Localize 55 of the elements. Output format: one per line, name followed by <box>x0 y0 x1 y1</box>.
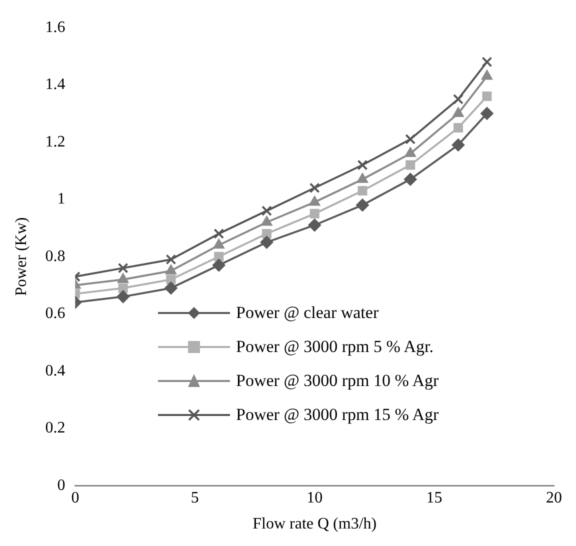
y-tick-label: 0 <box>57 476 66 494</box>
x-axis-title: Flow rate Q (m3/h) <box>252 516 377 533</box>
point <box>213 238 225 249</box>
point <box>117 273 129 283</box>
point <box>356 172 368 183</box>
point <box>165 264 177 274</box>
point <box>118 262 128 274</box>
point <box>480 106 494 120</box>
point <box>261 206 272 216</box>
point <box>358 186 368 196</box>
point <box>260 236 274 249</box>
y-tick-label: 0.6 <box>45 305 66 322</box>
y-axis-title: Power (Kw) <box>12 217 30 296</box>
x-tick-label: 5 <box>190 489 199 506</box>
point <box>308 196 320 206</box>
point <box>357 160 368 170</box>
point <box>404 172 417 186</box>
point <box>309 182 320 194</box>
y-tick-label: 1.6 <box>45 18 66 36</box>
point <box>310 208 320 218</box>
legend-label: Power @ clear water <box>236 303 379 323</box>
point <box>482 92 492 102</box>
point <box>404 147 416 158</box>
point <box>214 228 224 239</box>
point <box>118 283 128 293</box>
point <box>166 254 176 265</box>
point <box>453 94 464 104</box>
point <box>454 123 463 133</box>
y-tick-label: 1.2 <box>45 133 66 150</box>
x-tick-label: 10 <box>306 489 323 506</box>
point <box>116 290 130 304</box>
y-tick-label: 1.4 <box>45 76 66 94</box>
legend-label: Power @ 3000 rpm 15 % Agr <box>236 405 439 425</box>
point <box>214 252 224 262</box>
point <box>212 258 226 272</box>
y-tick-label: 0.2 <box>45 420 66 437</box>
point <box>405 134 416 144</box>
point <box>261 216 272 226</box>
y-tick-label: 0.4 <box>45 362 66 380</box>
x-tick-label: 20 <box>546 489 562 506</box>
point <box>452 138 465 152</box>
point <box>356 198 369 212</box>
y-tick-label: 1 <box>57 190 66 208</box>
legend-label: Power @ 3000 rpm 5 % Agr. <box>236 337 434 357</box>
point <box>452 106 464 117</box>
point <box>164 282 178 295</box>
point <box>482 56 492 68</box>
point <box>481 70 493 80</box>
legend-label: Power @ 3000 rpm 10 % Agr <box>236 371 439 391</box>
point <box>262 228 272 238</box>
x-tick-label: 15 <box>426 489 442 506</box>
x-tick-label: 0 <box>71 489 80 506</box>
point <box>406 160 416 170</box>
y-tick-label: 0.8 <box>45 248 66 265</box>
point <box>308 218 322 232</box>
